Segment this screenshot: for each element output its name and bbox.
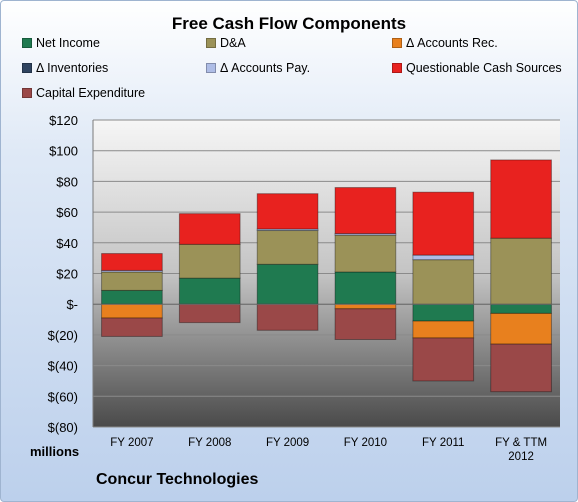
legend-item: Net Income [22, 36, 100, 50]
legend-swatch [392, 38, 402, 48]
bar-segment [178, 277, 241, 305]
bar-segment [490, 237, 552, 305]
bar-segment [101, 303, 163, 319]
y-tick-label: $- [66, 297, 78, 312]
legend-label: Capital Expenditure [36, 86, 146, 100]
legend-item: D&A [206, 36, 246, 50]
bar-segment [101, 271, 163, 291]
bar-segment [256, 263, 319, 305]
bar-segment [101, 289, 163, 305]
unit-label: millions [30, 444, 80, 459]
bar-segment [334, 271, 397, 305]
legend-swatch [22, 88, 32, 98]
chart-title: Free Cash Flow Components [171, 14, 407, 33]
y-tick-label: $(20) [48, 328, 78, 343]
legend-item: Δ Accounts Rec. [392, 36, 498, 50]
y-tick-label: $(40) [48, 359, 78, 374]
x-tick-label: FY & TTM 2012 [495, 437, 547, 463]
bar-segment [412, 337, 475, 382]
x-tick-label: FY 2009 [266, 437, 309, 449]
bar-segment [256, 193, 319, 230]
legend-item: Capital Expenditure [22, 86, 145, 100]
x-tick-label: FY 2010 [344, 437, 387, 449]
bar-segment [334, 187, 397, 235]
bar-segment [490, 312, 552, 345]
legend-label: Δ Accounts Pay. [220, 61, 311, 75]
bar-segment [256, 303, 319, 331]
bar-segment [334, 234, 397, 273]
bar-segment [412, 303, 475, 322]
y-tick-label: $(80) [48, 420, 78, 435]
bar-segment [412, 254, 475, 261]
bar-segment [412, 320, 475, 339]
y-tick-label: $80 [56, 174, 78, 189]
bar-segment [178, 243, 241, 279]
bar-segment [490, 159, 552, 239]
bar-segment [334, 303, 397, 310]
legend-item: Δ Inventories [22, 61, 108, 75]
legend-swatch [206, 63, 216, 73]
bar-segment [334, 308, 397, 341]
legend-item: Δ Accounts Pay. [206, 61, 310, 75]
y-tick-label: $20 [56, 267, 78, 282]
y-tick-label: $100 [49, 144, 78, 159]
y-tick-label: $40 [56, 236, 78, 251]
legend-label: Δ Accounts Rec. [406, 36, 498, 50]
bar-segment [101, 253, 163, 271]
x-tick-label: FY 2011 [422, 437, 464, 449]
y-tick-label: $120 [49, 113, 78, 128]
company-label: Concur Technologies [96, 471, 259, 488]
bar-segment [490, 343, 552, 393]
legend-swatch [22, 63, 32, 73]
legend-item: Questionable Cash Sources [392, 61, 562, 75]
bar-segment [412, 259, 475, 305]
legend-swatch [392, 63, 402, 73]
bar-segment [178, 303, 241, 324]
bar-segment [256, 230, 319, 265]
bar-segment [490, 303, 552, 314]
bar-segment [412, 191, 475, 256]
x-tick-label: FY 2007 [110, 437, 153, 449]
legend-swatch [22, 38, 32, 48]
x-tick-label: FY 2008 [188, 437, 231, 449]
bar-segment [256, 228, 319, 232]
legend-label: Questionable Cash Sources [406, 61, 562, 75]
y-tick-label: $(60) [48, 389, 78, 404]
bar-segment [101, 317, 163, 337]
legend-label: D&A [220, 36, 246, 50]
legend-swatch [206, 38, 216, 48]
legend-label: Δ Inventories [36, 61, 109, 75]
legend-label: Net Income [36, 36, 100, 50]
bar-segment [178, 213, 241, 245]
y-tick-label: $60 [56, 205, 78, 220]
